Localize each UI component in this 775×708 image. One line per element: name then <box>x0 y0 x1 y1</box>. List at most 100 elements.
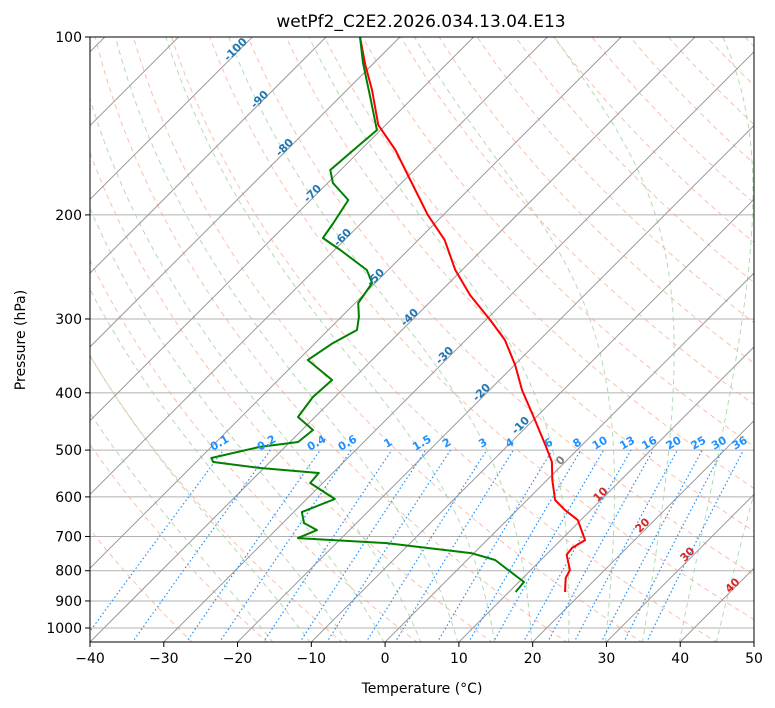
dry-adiabat <box>90 443 268 642</box>
dry-adiabat <box>90 354 343 642</box>
mixing-ratio-line <box>326 449 452 642</box>
isotherm <box>753 641 754 642</box>
isotherm-label: 20 <box>633 515 653 535</box>
moist-adiabat <box>715 491 754 642</box>
isotherm-label: -30 <box>433 344 456 367</box>
y-tick-label: 1000 <box>46 621 82 637</box>
x-tick-label: 10 <box>450 651 468 667</box>
moist-adiabat <box>554 37 675 642</box>
mixing-ratio-line <box>600 449 703 642</box>
dry-adiabat <box>770 24 775 643</box>
mixing-ratio-line <box>646 449 745 642</box>
mixing-ratio-line <box>90 449 224 633</box>
isotherm <box>458 346 754 642</box>
x-tick-label: 50 <box>745 651 763 667</box>
moist-adiabat <box>165 37 496 642</box>
mixing-ratio-line <box>436 449 553 642</box>
moist-adiabat <box>114 37 459 642</box>
x-tick-label: −20 <box>223 651 253 667</box>
dry-adiabat <box>362 37 754 447</box>
isotherm-label: -10 <box>509 414 532 437</box>
x-tick-label: 30 <box>598 651 616 667</box>
dry-adiabat <box>667 37 754 126</box>
moist-adiabat <box>90 288 348 642</box>
dewpoint-line <box>210 37 525 593</box>
mixing-ratio-line <box>394 449 514 642</box>
mixing-ratio-line <box>468 449 582 642</box>
x-tick-label: −40 <box>75 651 105 667</box>
moist-adiabat <box>308 37 570 642</box>
x-tick-label: 40 <box>671 651 689 667</box>
mixing-ratio-label: 2 <box>440 436 453 451</box>
x-tick-label: 0 <box>381 651 390 667</box>
isotherm <box>90 37 327 274</box>
dry-adiabat <box>171 37 718 642</box>
isotherm-label: 10 <box>591 484 611 504</box>
isotherm <box>605 493 754 642</box>
dry-adiabat <box>247 37 754 576</box>
isotherm-label: -70 <box>301 182 324 205</box>
isotherm <box>163 51 754 642</box>
dry-adiabat <box>323 37 754 490</box>
isotherm-label: -50 <box>364 266 387 289</box>
isotherm-label: 30 <box>678 544 698 564</box>
profiles <box>210 37 587 593</box>
y-tick-label: 700 <box>55 529 82 545</box>
dry-adiabat <box>285 37 754 532</box>
dry-adiabat <box>132 37 643 642</box>
y-tick-label: 100 <box>55 30 82 46</box>
x-tick-label: −10 <box>297 651 327 667</box>
dry-adiabat <box>476 37 754 324</box>
mixing-ratio-line <box>131 449 271 642</box>
mixing-ratio-label: 8 <box>571 436 584 451</box>
mixing-ratio-label: 6 <box>542 435 555 450</box>
dry-adiabat <box>629 37 754 165</box>
line-labels: 0.1 0.2 0.4 0.6 1 1.5 2 3 4 6 8 10 13 16 20 25 30 36-100-… <box>208 35 750 596</box>
isotherm-label: -80 <box>273 136 296 159</box>
mixing-ratio-line <box>262 449 393 642</box>
y-axis-label: Pressure (hPa) <box>13 290 29 390</box>
isotherm <box>384 272 754 642</box>
dry-adiabat <box>705 37 754 87</box>
isotherm-label: -100 <box>221 35 250 64</box>
dry-adiabat <box>209 37 754 621</box>
isotherm <box>90 37 696 642</box>
mixing-ratio-line <box>218 449 352 642</box>
y-tick-label: 400 <box>55 386 82 402</box>
dry-adiabat <box>438 37 754 364</box>
y-tick-label: 200 <box>55 208 82 224</box>
temperature-line <box>359 37 587 593</box>
isotherm <box>310 198 754 642</box>
dry-adiabat <box>90 259 418 642</box>
dry-adiabat <box>94 37 568 642</box>
axes: −40 −30 −20 −10 0 10 20 30 40 5010020030040050060… <box>46 30 763 667</box>
dry-adiabat <box>90 151 493 642</box>
moist-adiabat <box>90 412 274 642</box>
mixing-ratio-line <box>573 449 678 642</box>
y-tick-label: 800 <box>55 564 82 580</box>
isotherm-label: 0 <box>553 453 568 468</box>
isotherm-label: -90 <box>248 88 271 111</box>
moist-adiabat <box>90 97 422 642</box>
x-tick-label: 20 <box>524 651 542 667</box>
moist-adiabat <box>413 37 615 642</box>
isotherm <box>90 37 475 422</box>
background-lines <box>90 24 775 643</box>
plot-frame <box>89 36 755 643</box>
isotherm-label: -40 <box>398 306 421 329</box>
isotherm <box>531 419 754 642</box>
y-tick-label: 900 <box>55 594 82 610</box>
isotherm <box>90 37 622 569</box>
mixing-ratio-line <box>185 449 321 642</box>
moist-adiabat <box>90 206 385 642</box>
isotherm-label: 40 <box>723 575 743 595</box>
isotherm <box>90 37 254 201</box>
moist-adiabat <box>90 354 311 642</box>
chart-title: wetPf2_C2E2.2026.034.13.04.E13 <box>276 12 565 32</box>
isotherm <box>90 37 549 496</box>
mixing-ratio-label: 1 <box>382 436 395 451</box>
y-tick-label: 500 <box>55 443 82 459</box>
mixing-ratio-line <box>623 449 724 642</box>
x-axis-label: Temperature (°C) <box>361 681 483 697</box>
isotherm-label: -20 <box>470 381 493 404</box>
